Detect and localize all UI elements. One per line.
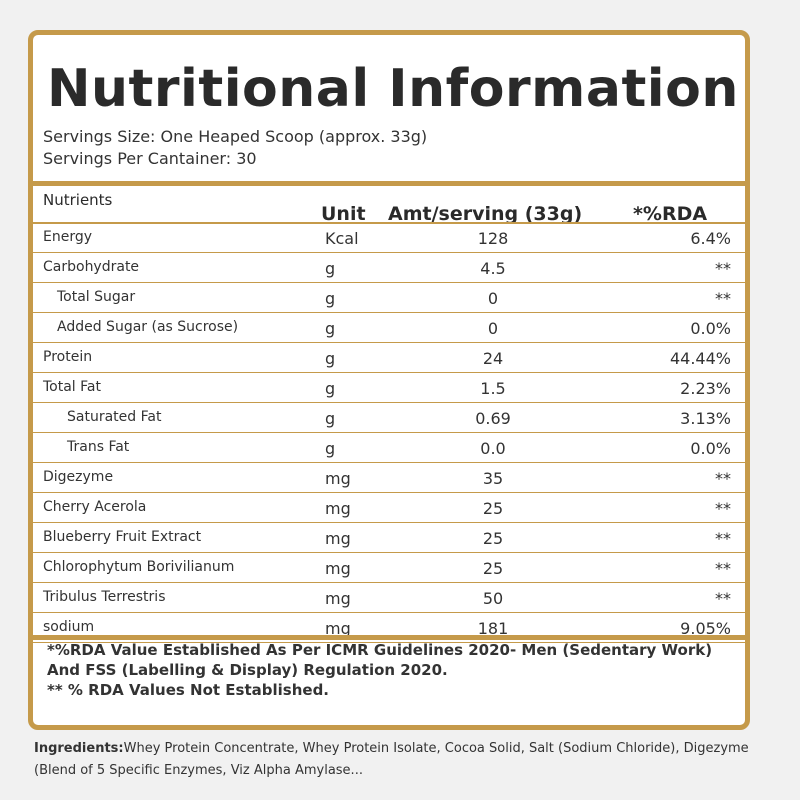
nutrient-unit: mg <box>325 529 351 548</box>
nutrient-rda: 0.0% <box>690 319 731 338</box>
divider <box>33 222 745 224</box>
header-unit: Unit <box>321 203 366 225</box>
nutrient-name: Saturated Fat <box>67 409 162 425</box>
nutrient-unit: g <box>325 289 336 308</box>
table-row: Tribulus Terrestris mg 50 ** <box>33 583 745 613</box>
nutrient-amount: 25 <box>482 559 504 578</box>
nutrient-unit: mg <box>325 619 351 638</box>
nutrient-amount: 50 <box>482 589 504 608</box>
nutrient-name: sodium <box>43 619 95 635</box>
nutrient-amount: 35 <box>482 469 504 488</box>
table-row: Energy Kcal 128 6.4% <box>33 223 745 253</box>
nutrient-unit: g <box>325 379 336 398</box>
nutrient-name: Chlorophytum Borivilianum <box>43 559 235 575</box>
ingredients: Ingredients:Whey Protein Concentrate, Wh… <box>34 738 794 782</box>
nutrient-rda: ** <box>715 559 731 578</box>
header-nutrients: Nutrients <box>43 191 113 209</box>
nutrient-rda: ** <box>715 289 731 308</box>
nutrient-rda: 2.23% <box>680 379 731 398</box>
divider <box>33 181 745 186</box>
nutrient-rda: 6.4% <box>690 229 731 248</box>
footnote-not-established: ** % RDA Values Not Established. <box>47 681 330 699</box>
page-title: Nutritional Information <box>47 59 739 119</box>
nutrient-unit: mg <box>325 589 351 608</box>
table-row: Blueberry Fruit Extract mg 25 ** <box>33 523 745 553</box>
divider <box>33 635 745 640</box>
nutrient-amount: 24 <box>482 349 504 368</box>
nutrient-rda: 3.13% <box>680 409 731 428</box>
table-row: Total Fat g 1.5 2.23% <box>33 373 745 403</box>
nutrient-amount: 1.5 <box>480 379 506 398</box>
nutrient-amount: 0 <box>487 319 499 338</box>
footnotes: *%RDA Value Established As Per ICMR Guid… <box>47 640 737 700</box>
nutrient-unit: mg <box>325 499 351 518</box>
nutrient-name: Tribulus Terrestris <box>43 589 166 605</box>
table-row: sodium mg 181 9.05% <box>33 613 745 643</box>
nutrient-name: Blueberry Fruit Extract <box>43 529 202 545</box>
header-amount: Amt/serving (33g) <box>388 203 583 225</box>
table-row: Trans Fat g 0.0 0.0% <box>33 433 745 463</box>
nutrient-unit: mg <box>325 559 351 578</box>
nutrient-amount: 128 <box>477 229 509 248</box>
nutrient-unit: g <box>325 439 336 458</box>
nutrient-amount: 4.5 <box>480 259 506 278</box>
nutrient-unit: g <box>325 259 336 278</box>
nutrient-rda: 44.44% <box>669 349 731 368</box>
ingredients-text: Whey Protein Concentrate, Whey Protein I… <box>34 741 749 778</box>
footnote-rda: *%RDA Value Established As Per ICMR Guid… <box>47 641 713 679</box>
nutrient-rda: ** <box>715 589 731 608</box>
nutrient-amount: 25 <box>482 529 504 548</box>
header-rda: *%RDA <box>633 203 708 225</box>
table-row: Digezyme mg 35 ** <box>33 463 745 493</box>
nutrient-name: Digezyme <box>43 469 114 485</box>
nutrient-name: Cherry Acerola <box>43 499 147 515</box>
nutrient-rda: 9.05% <box>680 619 731 638</box>
serving-size: Servings Size: One Heaped Scoop (approx.… <box>43 127 428 146</box>
nutrient-unit: mg <box>325 469 351 488</box>
ingredients-label: Ingredients: <box>34 741 124 756</box>
table-row: Chlorophytum Borivilianum mg 25 ** <box>33 553 745 583</box>
nutrient-unit: g <box>325 409 336 428</box>
nutrient-amount: 181 <box>477 619 509 638</box>
table-row: Total Sugar g 0 ** <box>33 283 745 313</box>
nutrient-name: Energy <box>43 229 93 245</box>
table-row: Carbohydrate g 4.5 ** <box>33 253 745 283</box>
nutrient-rda: ** <box>715 529 731 548</box>
nutrient-name: Protein <box>43 349 93 365</box>
table-header: Nutrients Unit Amt/serving (33g) *%RDA <box>33 185 745 229</box>
nutrient-name: Total Fat <box>43 379 101 395</box>
nutrient-unit: g <box>325 349 336 368</box>
nutrient-name: Added Sugar (as Sucrose) <box>57 319 239 335</box>
nutrient-name: Total Sugar <box>57 289 136 305</box>
table-row: Saturated Fat g 0.69 3.13% <box>33 403 745 433</box>
nutrient-amount: 0.0 <box>480 439 506 458</box>
nutrient-unit: g <box>325 319 336 338</box>
nutrient-rda: ** <box>715 469 731 488</box>
nutrient-rda: 0.0% <box>690 439 731 458</box>
nutrient-name: Carbohydrate <box>43 259 140 275</box>
table-row: Added Sugar (as Sucrose) g 0 0.0% <box>33 313 745 343</box>
nutrient-rda: ** <box>715 259 731 278</box>
servings-per-container: Servings Per Cantainer: 30 <box>43 149 257 168</box>
nutrient-amount: 25 <box>482 499 504 518</box>
nutrient-amount: 0 <box>487 289 499 308</box>
nutrient-unit: Kcal <box>325 229 359 248</box>
nutrition-panel: Nutritional Information Servings Size: O… <box>28 30 750 730</box>
table-row: Cherry Acerola mg 25 ** <box>33 493 745 523</box>
nutrition-table: Energy Kcal 128 6.4% Carbohydrate g 4.5 … <box>33 223 745 643</box>
nutrient-amount: 0.69 <box>475 409 511 428</box>
table-row: Protein g 24 44.44% <box>33 343 745 373</box>
nutrient-rda: ** <box>715 499 731 518</box>
nutrient-name: Trans Fat <box>67 439 130 455</box>
